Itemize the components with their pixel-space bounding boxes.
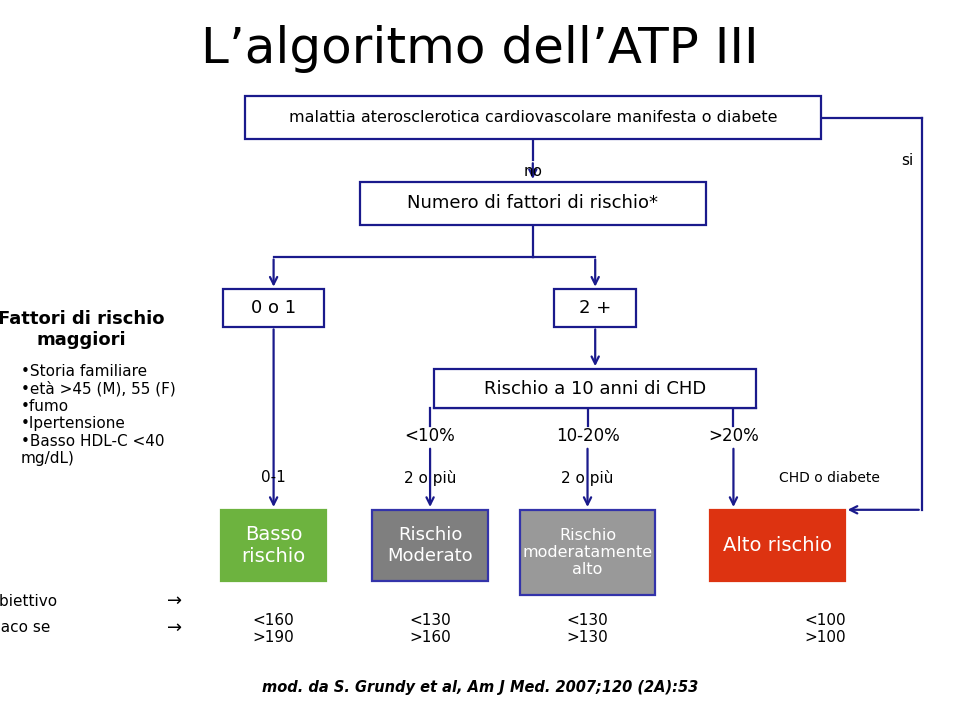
Text: <10%: <10% [405,427,455,446]
FancyBboxPatch shape [221,510,326,581]
FancyBboxPatch shape [245,96,821,139]
FancyBboxPatch shape [710,510,845,581]
FancyBboxPatch shape [223,289,324,327]
Text: 2 +: 2 + [579,299,612,317]
Text: <130
>160: <130 >160 [409,612,451,645]
FancyBboxPatch shape [520,510,655,595]
Text: Farmaco se: Farmaco se [0,620,50,635]
Text: →: → [167,592,182,610]
Text: Obiettivo: Obiettivo [0,593,58,609]
Text: 10-20%: 10-20% [556,427,619,446]
Text: si: si [901,153,913,168]
FancyBboxPatch shape [372,510,488,581]
Text: Rischio
moderatamente
alto: Rischio moderatamente alto [522,528,653,578]
Text: 0 o 1: 0 o 1 [251,299,297,317]
Text: malattia aterosclerotica cardiovascolare manifesta o diabete: malattia aterosclerotica cardiovascolare… [289,110,777,125]
Text: →: → [167,618,182,637]
Text: Alto rischio: Alto rischio [723,536,832,555]
Text: Numero di fattori di rischio*: Numero di fattori di rischio* [407,194,659,212]
FancyBboxPatch shape [360,182,706,225]
Text: Basso
rischio: Basso rischio [242,525,305,566]
FancyBboxPatch shape [555,289,636,327]
Text: 2 o più: 2 o più [404,470,456,486]
Text: CHD o diabete: CHD o diabete [779,471,880,485]
Text: <130
>130: <130 >130 [566,612,609,645]
Text: Rischio
Moderato: Rischio Moderato [387,526,473,565]
Text: •Storia familiare
•età >45 (M), 55 (F)
•fumo
•Ipertensione
•Basso HDL-C <40
mg/d: •Storia familiare •età >45 (M), 55 (F) •… [21,364,176,466]
Text: L’algoritmo dell’ATP III: L’algoritmo dell’ATP III [202,25,758,73]
Text: mod. da S. Grundy et al, Am J Med. 2007;120 (2A):53: mod. da S. Grundy et al, Am J Med. 2007;… [262,680,698,695]
Text: Rischio a 10 anni di CHD: Rischio a 10 anni di CHD [484,379,707,398]
Text: <100
>100: <100 >100 [804,612,847,645]
Text: Fattori di rischio
maggiori: Fattori di rischio maggiori [0,310,165,349]
FancyBboxPatch shape [434,369,756,408]
Text: no: no [523,163,542,179]
Text: <160
>190: <160 >190 [252,612,295,645]
Text: 2 o più: 2 o più [562,470,613,486]
Text: 0-1: 0-1 [261,470,286,486]
Text: >20%: >20% [708,427,758,446]
